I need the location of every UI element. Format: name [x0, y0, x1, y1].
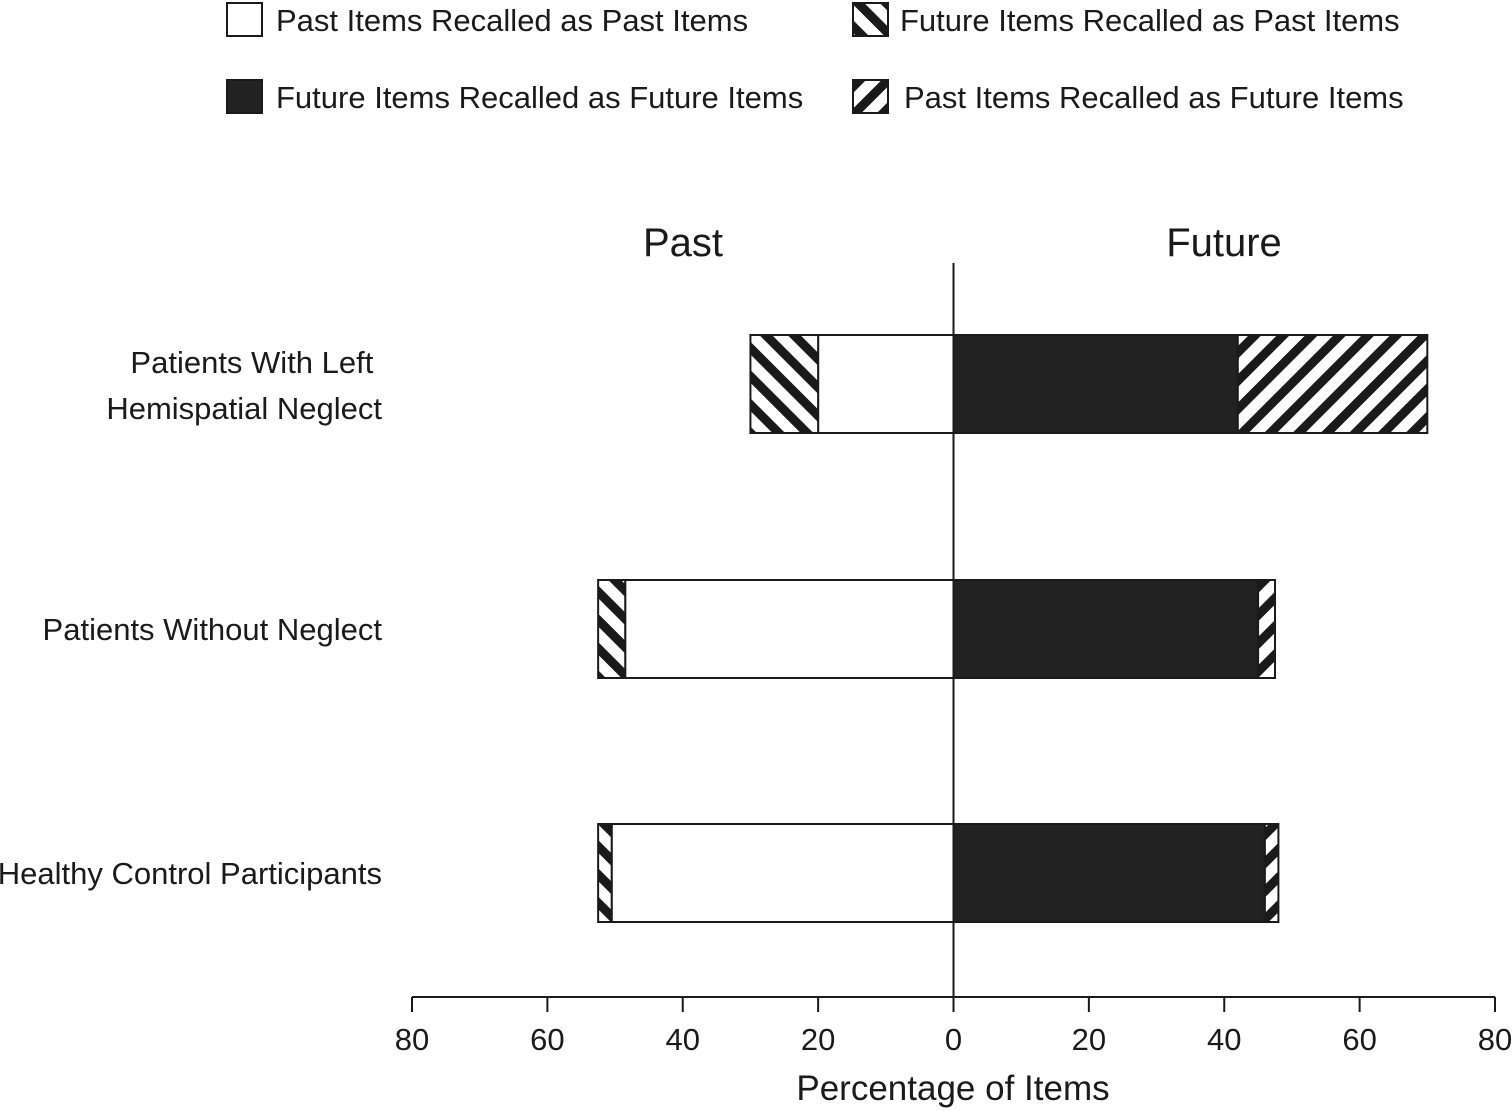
bar-segment-future-items-recalled-as-past-items-patients-without-neglect: [597, 579, 627, 679]
x-tick-label: 60: [1342, 1022, 1376, 1057]
legend-label-future-as-future: Future Items Recalled as Future Items: [276, 80, 803, 115]
legend-swatch-past-as-past: [226, 2, 263, 37]
x-tick-label: 20: [1072, 1022, 1106, 1057]
category-label-neglect: Patients With Left Hemispatial Neglect: [106, 345, 382, 426]
category-label-without-neglect: Patients Without Neglect: [43, 612, 383, 647]
x-tick-label: 40: [666, 1022, 700, 1057]
legend: Past Items Recalled as Past Items Future…: [226, 2, 1404, 115]
bar-segment-past-items-recalled-as-future-items-patients-with-left-hemispatial-neglect: [1236, 334, 1429, 434]
bar-segment-past-items-recalled-as-past-items-patients-without-neglect: [624, 579, 955, 679]
legend-item-future-as-past: Future Items Recalled as Past Items: [852, 2, 1400, 38]
legend-label-past-as-past: Past Items Recalled as Past Items: [276, 3, 748, 38]
x-tick-label: 0: [945, 1022, 962, 1057]
bar-segment-future-items-recalled-as-past-items-patients-with-left-hemispatial-neglect: [749, 334, 820, 434]
x-tick-label: 60: [530, 1022, 564, 1057]
bars: [597, 334, 1429, 923]
x-tick-label: 40: [1207, 1022, 1241, 1057]
past-side-label: Past: [643, 221, 723, 265]
x-axis: 80 60 40 20 0 20 40 60 80: [395, 996, 1512, 1057]
legend-label-past-as-future: Past Items Recalled as Future Items: [904, 80, 1404, 115]
bar-segment-past-items-recalled-as-future-items-healthy-control-participants: [1263, 823, 1280, 923]
legend-swatch-future-as-future: [226, 79, 263, 114]
bar-segment-past-items-recalled-as-past-items-patients-with-left-hemispatial-neglect: [817, 334, 955, 434]
future-side-label: Future: [1166, 221, 1282, 265]
category-label-neglect-line2: Hemispatial Neglect: [106, 391, 382, 426]
category-label-neglect-line1: Patients With Left: [130, 345, 373, 380]
legend-swatch-past-as-future: [852, 79, 889, 114]
category-label-healthy-controls: Healthy Control Participants: [0, 856, 382, 891]
bar-segment-future-items-recalled-as-future-items-patients-without-neglect: [952, 579, 1260, 679]
bar-segment-future-items-recalled-as-past-items-healthy-control-participants: [597, 823, 613, 923]
bar-segment-past-items-recalled-as-past-items-healthy-control-participants: [610, 823, 955, 923]
bar-segment-future-items-recalled-as-future-items-healthy-control-participants: [952, 823, 1266, 923]
x-axis-title: Percentage of Items: [796, 1069, 1109, 1108]
bar-segment-future-items-recalled-as-future-items-patients-with-left-hemispatial-neglect: [952, 334, 1239, 434]
legend-item-past-as-past: Past Items Recalled as Past Items: [226, 2, 748, 38]
legend-item-future-as-future: Future Items Recalled as Future Items: [226, 79, 803, 115]
category-labels: Patients With Left Hemispatial Neglect P…: [0, 345, 382, 891]
legend-item-past-as-future: Past Items Recalled as Future Items: [852, 79, 1404, 115]
legend-swatch-future-as-past: [852, 2, 889, 37]
bar-segment-past-items-recalled-as-future-items-patients-without-neglect: [1257, 579, 1277, 679]
x-tick-label: 20: [801, 1022, 835, 1057]
legend-label-future-as-past: Future Items Recalled as Past Items: [900, 3, 1400, 38]
x-tick-label: 80: [1478, 1022, 1512, 1057]
x-tick-label: 80: [395, 1022, 429, 1057]
